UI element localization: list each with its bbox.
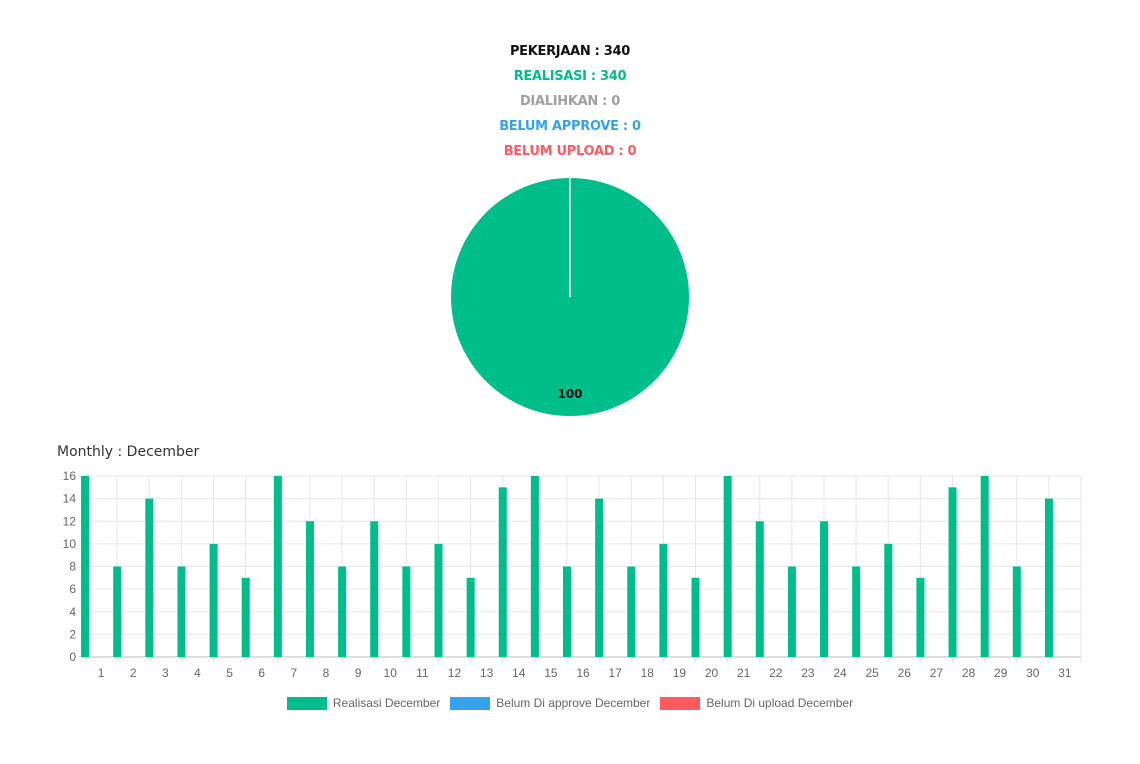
x-tick-label: 1 bbox=[98, 666, 105, 680]
x-tick-label: 22 bbox=[769, 666, 783, 680]
bar-realisasi[interactable] bbox=[1012, 566, 1021, 658]
legend-label-realisasi: Realisasi December bbox=[332, 696, 441, 710]
bar-realisasi[interactable] bbox=[81, 476, 90, 657]
x-tick-label: 7 bbox=[290, 666, 297, 680]
x-tick-label: 12 bbox=[448, 666, 462, 680]
bar-realisasi[interactable] bbox=[1044, 498, 1053, 657]
bar-realisasi[interactable] bbox=[434, 543, 443, 657]
bar-realisasi[interactable] bbox=[177, 566, 186, 658]
x-tick-label: 4 bbox=[194, 666, 201, 680]
y-tick-label: 8 bbox=[69, 560, 76, 574]
x-tick-label: 5 bbox=[226, 666, 233, 680]
bar-realisasi[interactable] bbox=[402, 566, 411, 658]
bar-realisasi[interactable] bbox=[852, 566, 861, 658]
pekerjaan-count: PEKERJAAN : 340 bbox=[509, 44, 631, 59]
y-tick-label: 14 bbox=[63, 492, 77, 506]
x-tick-label: 21 bbox=[737, 666, 751, 680]
x-tick-label: 26 bbox=[898, 666, 912, 680]
y-tick-label: 6 bbox=[69, 582, 76, 596]
x-tick-label: 17 bbox=[608, 666, 622, 680]
x-tick-label: 14 bbox=[512, 666, 526, 680]
bar-chart-legend: Realisasi December Belum Di approve Dece… bbox=[0, 696, 1140, 710]
pie-chart[interactable]: 100 bbox=[449, 176, 691, 418]
x-tick-label: 10 bbox=[384, 666, 398, 680]
bar-realisasi[interactable] bbox=[209, 543, 218, 657]
legend-swatch-realisasi bbox=[286, 696, 327, 710]
legend-swatch-belum-approve bbox=[450, 696, 491, 710]
y-tick-label: 12 bbox=[63, 514, 77, 528]
belum-upload-count: BELUM UPLOAD : 0 bbox=[503, 144, 637, 159]
bar-realisasi[interactable] bbox=[305, 521, 314, 657]
x-tick-label: 16 bbox=[576, 666, 590, 680]
x-tick-label: 25 bbox=[865, 666, 879, 680]
x-tick-label: 19 bbox=[673, 666, 687, 680]
legend-item-realisasi[interactable]: Realisasi December bbox=[286, 696, 441, 710]
x-tick-label: 3 bbox=[162, 666, 169, 680]
legend-item-belum-approve[interactable]: Belum Di approve December bbox=[450, 696, 650, 710]
bar-realisasi[interactable] bbox=[563, 566, 571, 658]
x-tick-label: 18 bbox=[641, 666, 655, 680]
bar-realisasi[interactable] bbox=[659, 543, 668, 657]
bar-realisasi[interactable] bbox=[691, 577, 700, 657]
bar-realisasi[interactable] bbox=[723, 476, 732, 657]
bar-realisasi[interactable] bbox=[498, 487, 507, 657]
bar-realisasi[interactable] bbox=[787, 566, 796, 658]
summary-panel: PEKERJAAN : 340 REALISASI : 340 DIALIHKA… bbox=[0, 44, 1140, 169]
x-tick-label: 29 bbox=[994, 666, 1008, 680]
y-tick-label: 0 bbox=[69, 650, 76, 664]
x-tick-label: 24 bbox=[833, 666, 847, 680]
bar-realisasi[interactable] bbox=[948, 487, 957, 657]
bar-realisasi[interactable] bbox=[627, 566, 636, 658]
bar-realisasi[interactable] bbox=[145, 498, 154, 657]
legend-label-belum-upload: Belum Di upload December bbox=[706, 696, 854, 710]
x-tick-label: 13 bbox=[480, 666, 494, 680]
bar-realisasi[interactable] bbox=[273, 476, 282, 657]
legend-swatch-belum-upload bbox=[660, 696, 701, 710]
bar-realisasi[interactable] bbox=[980, 476, 989, 657]
x-tick-label: 15 bbox=[544, 666, 558, 680]
x-tick-label: 11 bbox=[416, 666, 429, 680]
y-tick-label: 4 bbox=[69, 605, 76, 619]
y-tick-label: 2 bbox=[69, 627, 76, 641]
realisasi-count: REALISASI : 340 bbox=[513, 69, 627, 84]
x-tick-label: 30 bbox=[1026, 666, 1040, 680]
bar-realisasi[interactable] bbox=[113, 566, 122, 658]
bar-chart-title: Monthly : December bbox=[57, 444, 200, 460]
x-tick-label: 6 bbox=[258, 666, 265, 680]
bar-realisasi[interactable] bbox=[530, 476, 539, 657]
bar-realisasi[interactable] bbox=[370, 521, 379, 657]
x-tick-label: 2 bbox=[130, 666, 137, 680]
y-tick-label: 16 bbox=[63, 469, 77, 483]
belum-approve-count: BELUM APPROVE : 0 bbox=[499, 119, 641, 134]
x-tick-label: 31 bbox=[1058, 666, 1072, 680]
dialihkan-count: DIALIHKAN : 0 bbox=[519, 94, 621, 109]
bar-realisasi[interactable] bbox=[884, 543, 893, 657]
bar-realisasi[interactable] bbox=[916, 577, 925, 657]
x-tick-label: 23 bbox=[801, 666, 815, 680]
pie-data-label: 100 bbox=[557, 387, 582, 401]
x-tick-label: 27 bbox=[930, 666, 944, 680]
x-tick-label: 20 bbox=[705, 666, 719, 680]
x-tick-label: 8 bbox=[323, 666, 330, 680]
x-tick-label: 28 bbox=[962, 666, 976, 680]
legend-label-belum-approve: Belum Di approve December bbox=[496, 696, 651, 710]
bar-realisasi[interactable] bbox=[820, 521, 829, 657]
legend-item-belum-upload[interactable]: Belum Di upload December bbox=[660, 696, 853, 710]
bar-realisasi[interactable] bbox=[755, 521, 764, 657]
bar-realisasi[interactable] bbox=[595, 498, 604, 657]
bar-realisasi[interactable] bbox=[466, 577, 475, 657]
bar-realisasi[interactable] bbox=[241, 577, 250, 657]
bar-realisasi[interactable] bbox=[338, 566, 347, 658]
y-tick-label: 10 bbox=[63, 537, 77, 551]
x-tick-label: 9 bbox=[355, 666, 362, 680]
